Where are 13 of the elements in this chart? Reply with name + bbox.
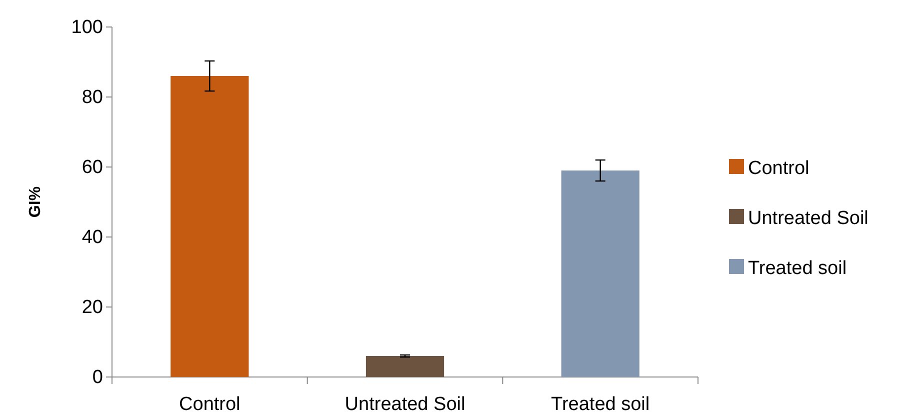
y-tick-label: 0 bbox=[92, 367, 103, 388]
x-tick-label: Control bbox=[179, 394, 240, 415]
x-tick-label: Untreated Soil bbox=[344, 394, 466, 415]
y-tick-label: 20 bbox=[82, 297, 103, 318]
y-tick-label: 60 bbox=[82, 157, 103, 178]
legend-label: Treated soil bbox=[748, 258, 847, 279]
y-axis-title: GI% bbox=[27, 186, 44, 218]
y-tick-label: 80 bbox=[82, 87, 103, 108]
legend-label: Untreated Soil bbox=[748, 208, 868, 229]
legend-label: Control bbox=[748, 158, 810, 179]
y-tick-label: 100 bbox=[71, 17, 103, 38]
x-tick-label: Treated soil bbox=[551, 394, 650, 415]
y-tick-label: 40 bbox=[82, 227, 103, 248]
